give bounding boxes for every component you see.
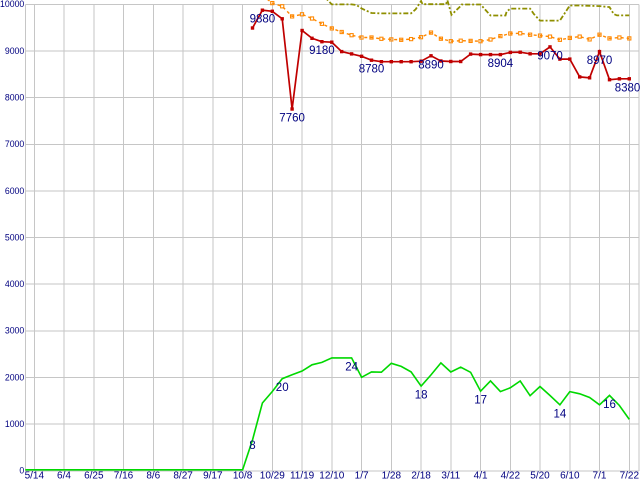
svg-text:8/6: 8/6 [146, 471, 160, 481]
svg-text:8904: 8904 [488, 58, 514, 70]
svg-text:7760: 7760 [279, 113, 305, 125]
svg-text:10000: 10000 [0, 0, 24, 9]
svg-text:6000: 6000 [5, 186, 25, 196]
svg-text:7000: 7000 [5, 139, 25, 149]
svg-text:10/29: 10/29 [260, 471, 285, 481]
svg-text:18: 18 [415, 390, 428, 402]
svg-text:6/4: 6/4 [57, 471, 71, 481]
svg-text:5000: 5000 [5, 232, 25, 242]
svg-text:8890: 8890 [418, 59, 444, 71]
svg-text:9/17: 9/17 [203, 471, 223, 481]
svg-text:3/11: 3/11 [441, 471, 460, 481]
svg-text:8000: 8000 [5, 93, 25, 103]
svg-text:11/19: 11/19 [290, 471, 315, 481]
svg-text:20: 20 [276, 382, 289, 394]
svg-text:9180: 9180 [309, 45, 335, 57]
svg-text:6/10: 6/10 [560, 471, 580, 481]
svg-text:8/27: 8/27 [173, 471, 193, 481]
svg-text:9000: 9000 [5, 46, 25, 56]
svg-text:14: 14 [554, 408, 567, 420]
svg-text:17: 17 [474, 395, 487, 407]
svg-text:7/16: 7/16 [114, 471, 134, 481]
svg-text:24: 24 [345, 361, 358, 373]
svg-text:12/10: 12/10 [319, 471, 344, 481]
svg-text:6/25: 6/25 [84, 471, 104, 481]
svg-text:16: 16 [603, 399, 616, 411]
svg-text:9070: 9070 [537, 50, 563, 62]
svg-text:9880: 9880 [250, 14, 276, 26]
svg-text:7/1: 7/1 [593, 471, 607, 481]
svg-text:0: 0 [19, 466, 24, 476]
svg-text:1000: 1000 [5, 419, 25, 429]
svg-text:1/7: 1/7 [355, 471, 369, 481]
svg-text:10/8: 10/8 [233, 471, 253, 481]
svg-text:8: 8 [249, 440, 255, 452]
svg-text:4000: 4000 [5, 279, 25, 289]
svg-text:8970: 8970 [587, 55, 613, 67]
svg-text:5/14: 5/14 [25, 471, 45, 481]
svg-text:3000: 3000 [5, 326, 25, 336]
svg-text:5/20: 5/20 [530, 471, 550, 481]
svg-text:8780: 8780 [359, 64, 385, 76]
svg-text:2/18: 2/18 [411, 471, 431, 481]
svg-text:8380: 8380 [615, 82, 640, 94]
svg-text:2000: 2000 [5, 372, 25, 382]
svg-text:4/22: 4/22 [501, 471, 521, 481]
svg-text:1/28: 1/28 [382, 471, 402, 481]
svg-text:4/1: 4/1 [474, 471, 488, 481]
svg-text:7/22: 7/22 [620, 471, 640, 481]
